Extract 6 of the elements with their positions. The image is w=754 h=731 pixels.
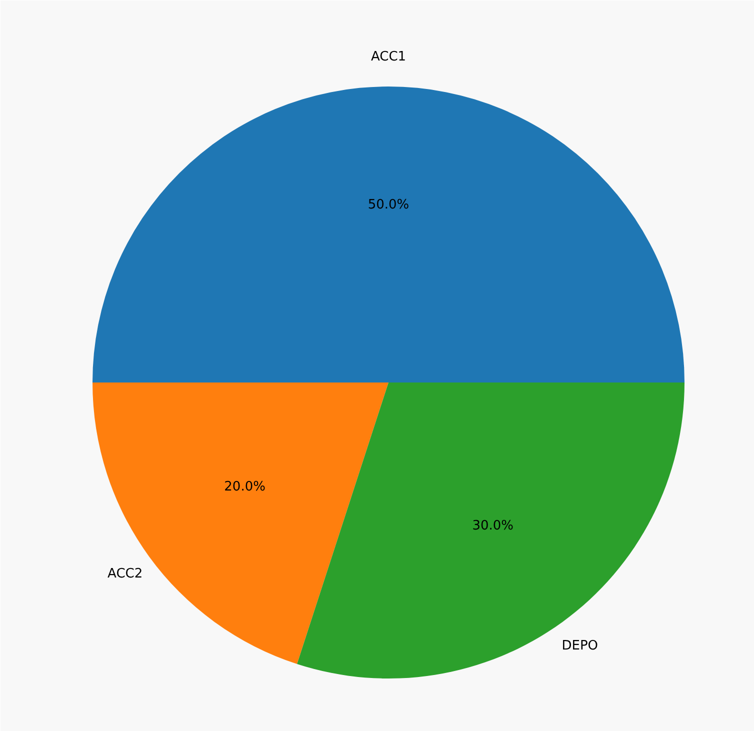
data-label: 50.0% bbox=[368, 197, 410, 212]
slice-label: ACC2 bbox=[108, 566, 143, 582]
slice-label: ACC1 bbox=[370, 49, 406, 64]
slice-label: DEPO bbox=[562, 638, 598, 654]
data-label: 20.0% bbox=[224, 479, 266, 494]
data-label: 30.0% bbox=[472, 518, 514, 534]
